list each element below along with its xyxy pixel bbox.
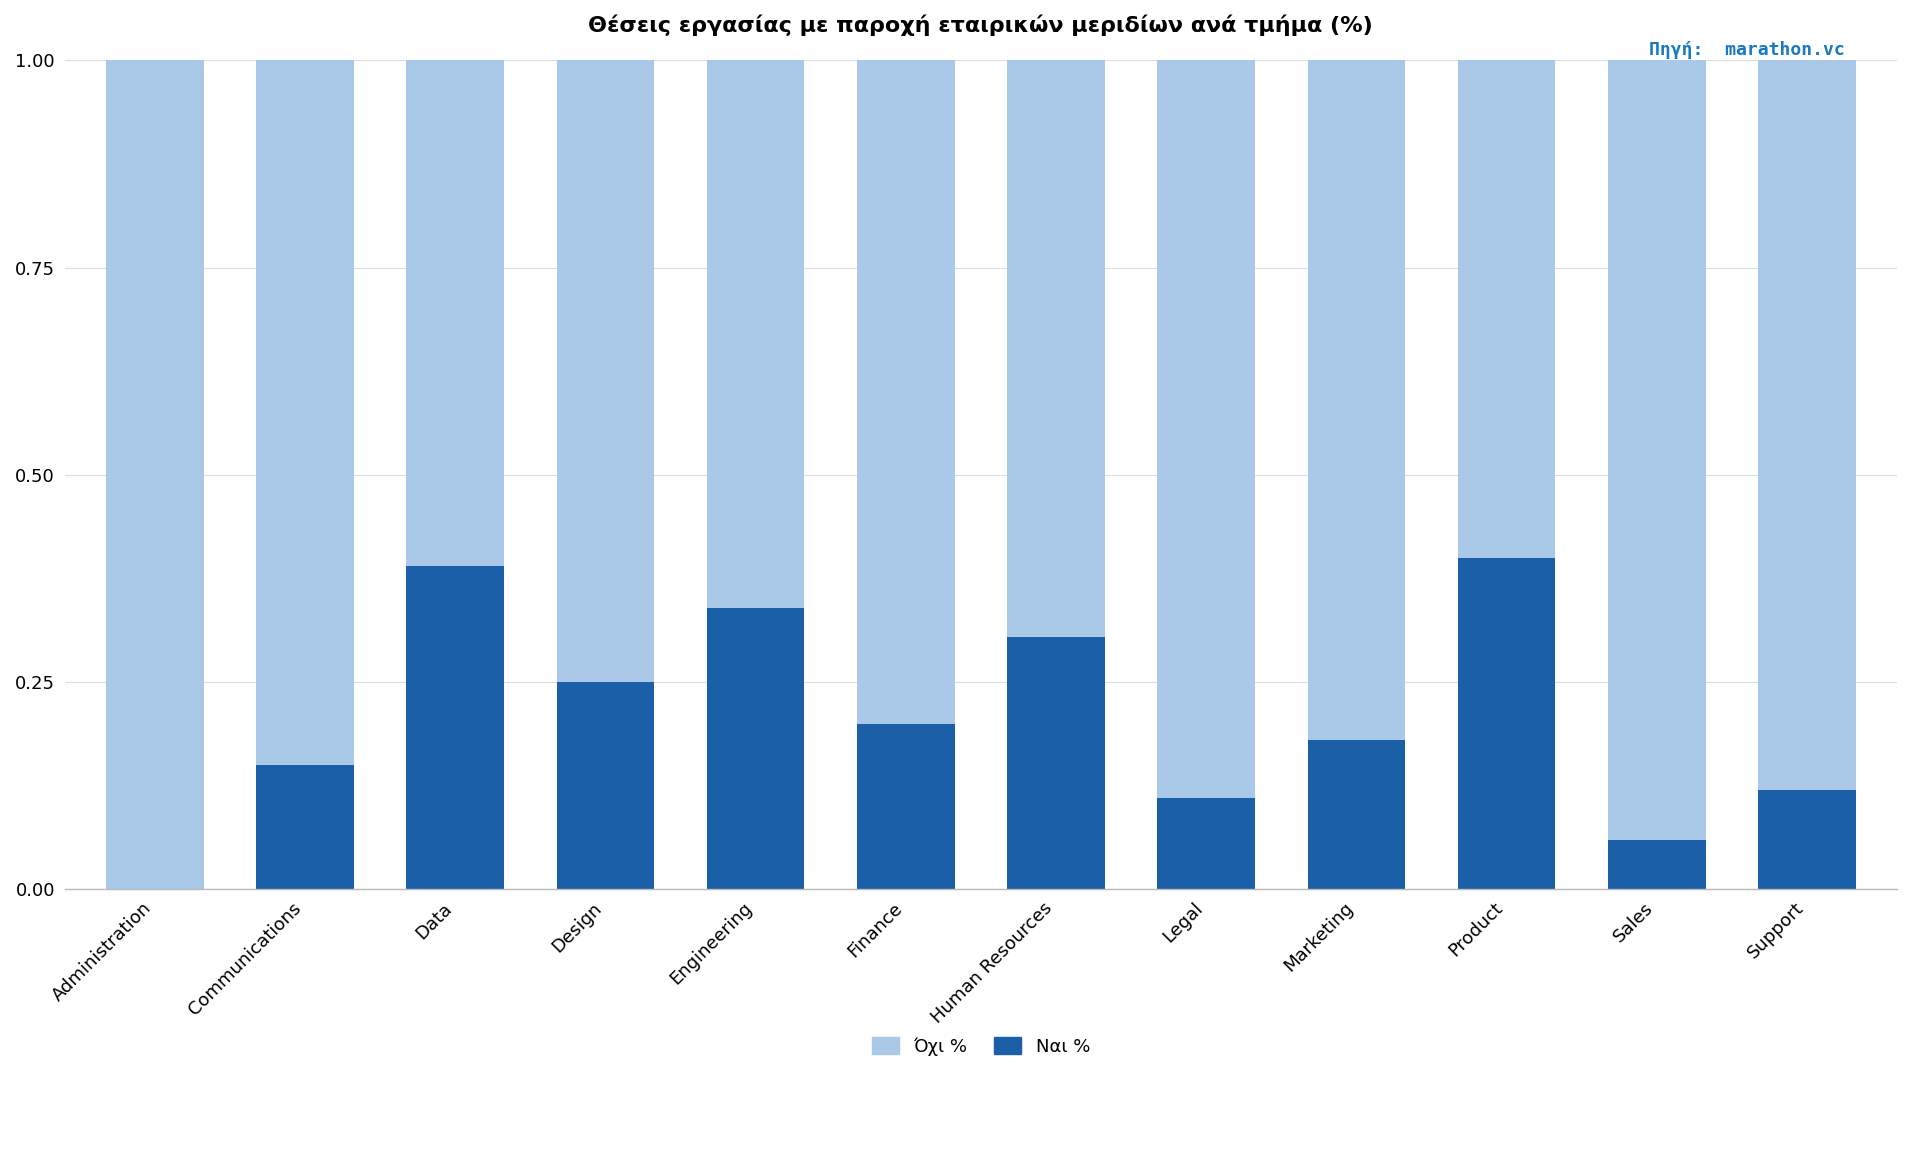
- Bar: [556, 60, 654, 682]
- Bar: [1308, 740, 1405, 889]
- Text: Πηγή:  marathon.vc: Πηγή: marathon.vc: [1650, 41, 1845, 58]
- Bar: [407, 60, 505, 566]
- Bar: [1008, 60, 1105, 637]
- Bar: [105, 60, 205, 889]
- Legend: Όχι %, Ναι %: Όχι %, Ναι %: [864, 1030, 1097, 1063]
- Bar: [256, 60, 354, 765]
- Bar: [1757, 790, 1857, 889]
- Bar: [1457, 558, 1554, 889]
- Bar: [1457, 60, 1554, 558]
- Bar: [1157, 798, 1254, 889]
- Bar: [857, 724, 954, 889]
- Bar: [1608, 840, 1706, 889]
- Bar: [707, 60, 805, 608]
- Bar: [256, 765, 354, 889]
- Bar: [1308, 60, 1405, 740]
- Title: Θέσεις εργασίας με παροχή εταιρικών μεριδίων ανά τμήμα (%): Θέσεις εργασίας με παροχή εταιρικών μερι…: [589, 15, 1373, 36]
- Bar: [1608, 60, 1706, 840]
- Bar: [1757, 60, 1857, 790]
- Bar: [556, 682, 654, 889]
- Bar: [407, 566, 505, 889]
- Bar: [857, 60, 954, 724]
- Bar: [1008, 637, 1105, 889]
- Bar: [707, 608, 805, 889]
- Bar: [1157, 60, 1254, 798]
